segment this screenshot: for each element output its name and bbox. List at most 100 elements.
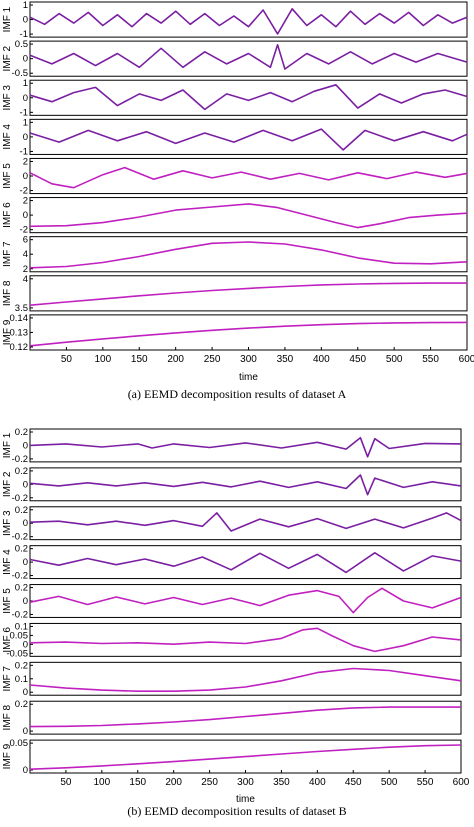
series-line xyxy=(29,241,468,269)
y-tick-label: 1 xyxy=(23,0,28,11)
y-tick-label: -0.5 xyxy=(12,68,28,79)
panel-frame xyxy=(29,622,462,657)
panel-imf-8: 0.2 0 IMF 8 xyxy=(2,699,462,737)
y-tick-label: 0.2 xyxy=(15,699,28,710)
series-line xyxy=(29,44,468,70)
y-tick-label: 0 xyxy=(23,171,28,182)
series-line xyxy=(29,667,462,692)
series-line xyxy=(29,282,467,306)
series-label: IMF 6 xyxy=(2,627,13,653)
panel-frame xyxy=(29,428,462,463)
x-tick-label: 500 xyxy=(386,354,403,365)
series-label: IMF 8 xyxy=(2,280,13,306)
series-label: IMF 9 xyxy=(2,743,13,769)
x-tick-label: 400 xyxy=(309,777,326,788)
x-tick-label: 350 xyxy=(273,777,290,788)
y-tick-label: 0.5 xyxy=(15,39,28,50)
y-tick-label: -2 xyxy=(20,186,28,197)
series-line xyxy=(29,203,468,229)
series-label: IMF 4 xyxy=(2,549,13,575)
x-tick-label: 500 xyxy=(381,777,398,788)
panel-imf-6: 2 0 -2 IMF 6 xyxy=(2,196,468,236)
x-axis-label: time xyxy=(239,372,258,383)
y-tick-label: 2 xyxy=(23,264,28,275)
series-label: IMF 3 xyxy=(2,510,13,536)
y-tick-label: 0 xyxy=(23,479,28,490)
panel-imf-4: 1 0 -1 IMF 4 xyxy=(2,117,468,157)
x-tick-label: 200 xyxy=(165,777,182,788)
x-tick-label: 300 xyxy=(237,777,254,788)
series-label: IMF 6 xyxy=(2,202,13,228)
series-label: IMF 9 xyxy=(2,319,13,345)
y-tick-label: 0 xyxy=(23,518,28,529)
series-line xyxy=(29,84,468,111)
y-tick-label: 0 xyxy=(23,15,28,26)
panel-frame xyxy=(29,700,462,735)
y-tick-label: 0 xyxy=(23,210,28,221)
y-tick-label: 0 xyxy=(23,726,28,737)
y-tick-label: 6 xyxy=(23,235,28,246)
series-label: IMF 5 xyxy=(2,588,13,614)
caption-a: (a) EEMD decomposition results of datase… xyxy=(128,387,347,401)
x-axis-label: time xyxy=(236,794,255,805)
y-tick-label: 0.2 xyxy=(15,583,28,594)
y-tick-label: -1 xyxy=(20,146,28,157)
y-tick-label: 4 xyxy=(23,249,28,260)
y-tick-label: 0 xyxy=(23,765,28,776)
y-tick-label: -0.2 xyxy=(12,454,28,465)
x-tick-label: 450 xyxy=(349,354,366,365)
y-tick-label: 0.12 xyxy=(10,342,29,353)
panel-frame xyxy=(29,40,468,77)
panel-frame xyxy=(29,197,468,234)
caption-b: (b) EEMD decomposition results of datase… xyxy=(127,804,346,818)
y-tick-label: -0.2 xyxy=(12,493,28,504)
y-tick-label: -1 xyxy=(20,107,28,118)
series-label: IMF 1 xyxy=(2,432,13,458)
panel-imf-1: 1 0 -1 IMF 1 xyxy=(2,0,468,40)
series-label: IMF 8 xyxy=(2,704,13,730)
y-tick-label: 1 xyxy=(23,117,28,128)
y-tick-label: 0.05 xyxy=(10,630,29,641)
series-line xyxy=(29,744,462,770)
y-tick-label: 0.2 xyxy=(15,544,28,555)
x-tick-label: 300 xyxy=(240,354,257,365)
y-tick-label: 0.2 xyxy=(15,466,28,477)
series-label: IMF 2 xyxy=(2,45,13,71)
y-tick-label: 0 xyxy=(23,596,28,607)
y-tick-label: -2 xyxy=(20,225,28,236)
y-tick-label: -0.2 xyxy=(12,571,28,582)
y-tick-label: -0.05 xyxy=(6,648,28,659)
x-tick-label: 550 xyxy=(417,777,434,788)
y-tick-label: 0.14 xyxy=(10,313,29,324)
x-tick-label: 50 xyxy=(60,777,72,788)
y-tick-label: 0.05 xyxy=(10,738,29,749)
series-label: IMF 4 xyxy=(2,124,13,150)
y-tick-label: 0 xyxy=(23,132,28,143)
panel-imf-9: 0.05 0 IMF 9 xyxy=(2,738,462,776)
series-label: IMF 2 xyxy=(2,471,13,497)
x-tick-label: 200 xyxy=(167,354,184,365)
panel-imf-3: 1 0 -1 IMF 3 xyxy=(2,78,468,118)
y-tick-label: 0.2 xyxy=(15,660,28,671)
panel-frame xyxy=(29,314,468,351)
panel-imf-7: 0.2 0.1 0 IMF 7 xyxy=(2,660,462,698)
panel-frame xyxy=(29,584,462,618)
y-tick-label: 0 xyxy=(23,687,28,698)
x-tick-label: 550 xyxy=(422,354,439,365)
series-line xyxy=(29,474,462,496)
y-tick-label: 0.13 xyxy=(10,327,29,338)
x-tick-label: 450 xyxy=(345,777,362,788)
panel-frame xyxy=(29,79,468,116)
y-tick-label: 0 xyxy=(23,54,28,65)
y-tick-label: 0 xyxy=(23,440,28,451)
y-tick-label: 2 xyxy=(23,156,28,167)
